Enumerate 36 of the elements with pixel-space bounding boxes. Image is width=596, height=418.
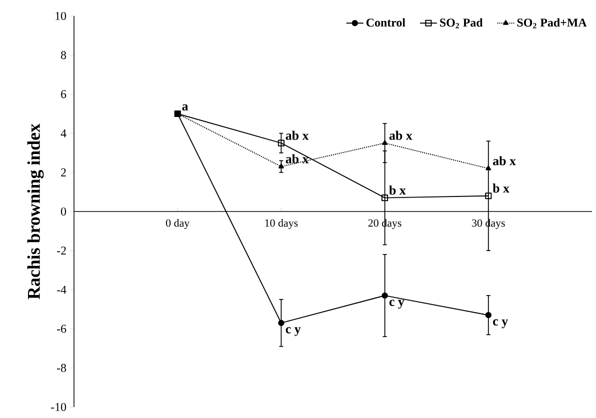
y-tick-label: -4	[56, 286, 66, 294]
y-tick-label: -8	[56, 364, 66, 372]
data-label: c y	[493, 319, 508, 328]
point	[485, 192, 492, 200]
y-tick-label: -2	[56, 246, 66, 255]
data-label: c y	[286, 327, 301, 336]
x-tick-label: 0 day	[166, 219, 190, 229]
data-label: ab x	[286, 154, 309, 164]
y-tick-label: 8	[60, 51, 66, 60]
legend-label: SO$_{2}$ Pad	[440, 18, 483, 28]
data-label: c y	[389, 300, 404, 309]
data-label: ab x	[389, 130, 412, 140]
point	[278, 140, 284, 146]
point	[485, 312, 492, 318]
y-axis-title: Rachis browning index	[27, 124, 44, 300]
point	[382, 194, 388, 202]
y-tick-label: -6	[56, 324, 66, 333]
point	[486, 165, 492, 170]
legend-label: SO$_{2}$ Pad+MA	[517, 18, 587, 28]
point	[278, 320, 284, 326]
x-tick-label: 10 days	[265, 219, 298, 229]
legend-label: Control	[366, 18, 406, 27]
y-tick-label: 0	[60, 207, 66, 216]
point	[382, 292, 388, 299]
data-label: a	[182, 104, 188, 111]
y-tick-label: -10	[50, 402, 66, 412]
y-tick-label: 2	[61, 168, 66, 176]
y-tick-label: 10	[56, 12, 66, 20]
y-tick-label: 4	[60, 129, 66, 138]
point	[278, 163, 284, 168]
data-label: ab x	[493, 156, 516, 166]
data-label: b x	[492, 184, 510, 193]
point	[382, 140, 388, 145]
data-label: ab x	[286, 130, 309, 140]
data-label: b x	[389, 186, 406, 195]
y-tick-label: 6	[61, 90, 66, 98]
